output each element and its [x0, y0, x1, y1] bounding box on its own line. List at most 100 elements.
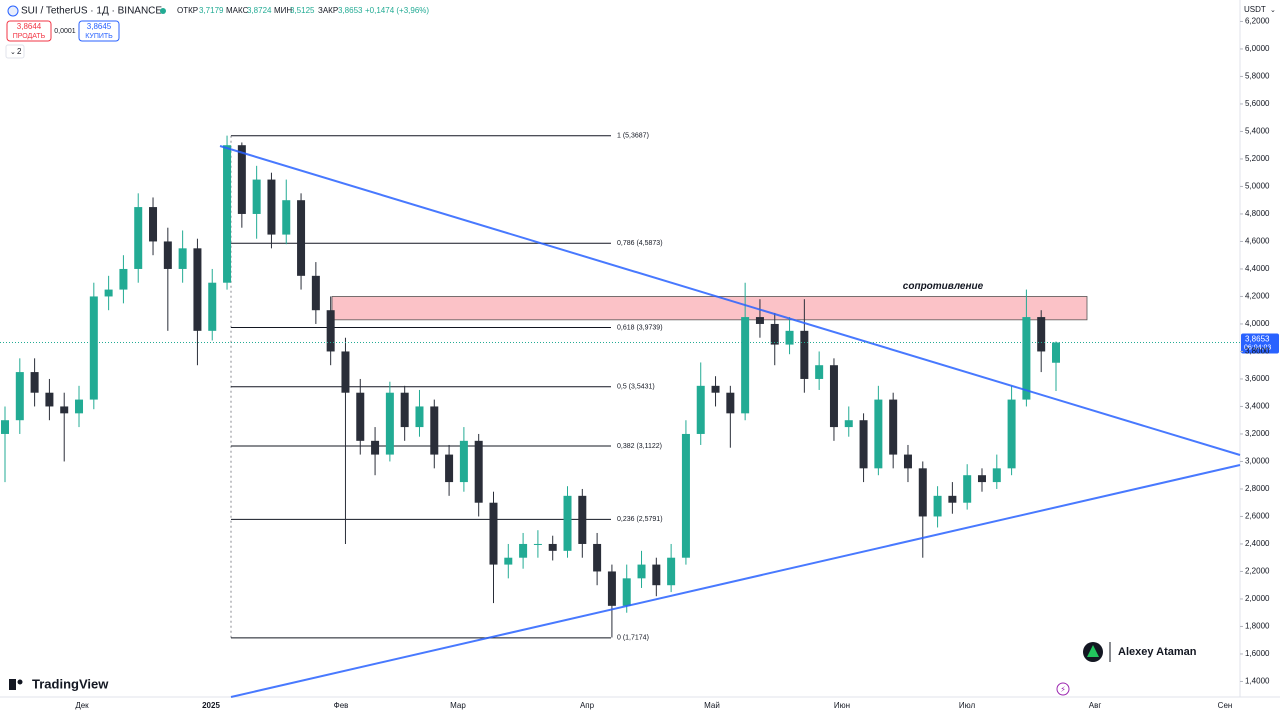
candle-body: [622, 578, 631, 606]
candle-body: [977, 475, 986, 483]
candle-body: [593, 543, 602, 572]
y-tick-label: 2,0000: [1245, 594, 1270, 603]
candle-body: [15, 372, 24, 421]
event-icon[interactable]: [1056, 682, 1070, 696]
y-tick-label: 6,0000: [1245, 44, 1270, 53]
x-tick-label: Май: [704, 701, 720, 710]
close-value: 3,8653: [338, 6, 363, 15]
candle-body: [178, 248, 187, 269]
candle-body: [578, 495, 587, 544]
indicator-toggle-box[interactable]: [5, 44, 25, 59]
fib-label: 0,786 (4,5873): [617, 240, 663, 247]
candle-body: [1, 420, 9, 434]
y-tick-label: 5,6000: [1245, 99, 1270, 108]
y-tick-label: 4,6000: [1245, 237, 1270, 246]
candle-body: [208, 282, 217, 331]
y-tick-label: 5,4000: [1245, 127, 1270, 136]
sell-button-box[interactable]: [6, 20, 52, 42]
plot-area: [1, 135, 1088, 639]
candle-body: [385, 392, 394, 455]
fib-label: 0,5 (3,5431): [617, 384, 655, 391]
candle-body: [89, 296, 98, 400]
candle-body: [445, 454, 454, 483]
high-value: 3,8724: [247, 6, 272, 15]
brand: TradingView: [32, 676, 109, 691]
sell-button[interactable]: 3,8644 ПРОДАТЬ: [6, 20, 52, 42]
candle-body: [903, 454, 912, 469]
candle-body: [711, 385, 720, 393]
candle-body: [252, 179, 261, 214]
candle-body: [933, 495, 942, 517]
candle-body: [223, 145, 232, 283]
candle-body: [341, 351, 350, 393]
x-tick-label: Июн: [834, 701, 850, 710]
y-tick-label: 3,6000: [1245, 374, 1270, 383]
x-tick-label: Июл: [959, 701, 976, 710]
candle-body: [667, 557, 676, 586]
candle-body: [519, 543, 528, 558]
candle-body: [1022, 317, 1031, 400]
candle-body: [548, 543, 557, 551]
candle-body: [755, 317, 764, 324]
high-label: МАКС: [226, 6, 249, 15]
y-tick-label: 4,0000: [1245, 319, 1270, 328]
indicator-toggle[interactable]: ⌄ 2: [5, 44, 25, 59]
trendline-lower: [230, 464, 1241, 698]
logo-mark: [9, 679, 16, 690]
resistance-zone: [331, 296, 1088, 321]
y-tick-label: 5,8000: [1245, 72, 1270, 81]
candle-body: [652, 564, 661, 586]
event-icon-glyph[interactable]: ⚡: [1060, 685, 1066, 694]
candle-body: [800, 330, 809, 379]
candle-body: [356, 392, 365, 441]
candle-body: [119, 268, 128, 290]
candle-body: [504, 557, 513, 565]
countdown-label: 06:04:03: [1244, 344, 1271, 351]
ohlc-header: ОТКР 3,7179 МАКС 3,8724 МИН 3,5125 ЗАКР …: [177, 6, 429, 15]
fib-label: 0 (1,7174): [617, 635, 649, 642]
y-tick-label: 3,2000: [1245, 429, 1270, 438]
resistance-label: сопротивление: [903, 281, 984, 292]
candle-body: [889, 399, 898, 455]
chevron: ⌄: [10, 49, 16, 56]
y-tick-label: 1,4000: [1245, 677, 1270, 686]
candle-body: [415, 406, 424, 428]
indicator-count: 2: [17, 47, 22, 56]
low-value: 3,5125: [290, 6, 315, 15]
candle-body: [637, 564, 646, 579]
author-logo-mark: [1087, 645, 1099, 657]
change-value: +0,1474 (+3,96%): [365, 6, 429, 15]
candle-body: [992, 468, 1001, 483]
author-badge: Alexey Ataman: [1083, 642, 1197, 662]
y-tick-label: 2,8000: [1245, 484, 1270, 493]
candle-body: [400, 392, 409, 428]
buy-button[interactable]: 3,8645 КУПИТЬ: [78, 20, 120, 42]
x-tick-label: Апр: [580, 701, 595, 710]
candle-body: [918, 468, 927, 517]
y-tick-label: 5,2000: [1245, 154, 1270, 163]
candle-body: [1007, 399, 1016, 469]
y-tick-label: 3,8000: [1245, 347, 1270, 356]
y-tick-label: 4,8000: [1245, 209, 1270, 218]
candle-body: [311, 275, 320, 311]
y-tick-label: 1,8000: [1245, 622, 1270, 631]
y-tick-label: 3,0000: [1245, 457, 1270, 466]
close-label: ЗАКР: [318, 6, 338, 15]
candle-body: [326, 310, 335, 352]
candle-body: [770, 323, 779, 345]
symbol-icon: [7, 5, 19, 17]
candle-body: [815, 365, 824, 379]
buy-button-box[interactable]: [78, 20, 120, 42]
x-tick-label: Дек: [75, 701, 89, 710]
currency-chevron: ⌄: [1270, 7, 1276, 14]
candle-body: [30, 372, 39, 393]
candle-body: [267, 179, 276, 235]
candle-body: [149, 207, 158, 242]
last-price-label: 3,8653: [1245, 335, 1270, 344]
last-price-box: [1241, 333, 1279, 354]
candle-body: [75, 399, 84, 414]
buy-price: 3,8645: [87, 22, 112, 31]
y-tick-label: 1,6000: [1245, 649, 1270, 658]
